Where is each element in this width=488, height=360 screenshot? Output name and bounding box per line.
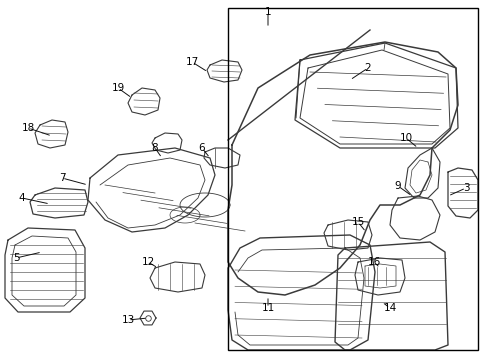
Text: 8: 8 bbox=[151, 143, 158, 153]
Text: 12: 12 bbox=[141, 257, 154, 267]
Text: 9: 9 bbox=[394, 181, 401, 191]
Text: 13: 13 bbox=[121, 315, 134, 325]
Bar bbox=[227, 8, 477, 350]
Text: 15: 15 bbox=[351, 217, 364, 227]
Text: 3: 3 bbox=[462, 183, 468, 193]
Text: 11: 11 bbox=[261, 303, 274, 313]
Text: 16: 16 bbox=[366, 257, 380, 267]
Text: 10: 10 bbox=[399, 133, 412, 143]
Text: 4: 4 bbox=[19, 193, 25, 203]
Text: 5: 5 bbox=[13, 253, 19, 263]
Text: 2: 2 bbox=[364, 63, 370, 73]
Text: 1: 1 bbox=[264, 7, 271, 17]
Text: 14: 14 bbox=[383, 303, 396, 313]
Text: 6: 6 bbox=[198, 143, 205, 153]
Text: 19: 19 bbox=[111, 83, 124, 93]
Text: 17: 17 bbox=[185, 57, 198, 67]
Text: 7: 7 bbox=[59, 173, 65, 183]
Text: 18: 18 bbox=[21, 123, 35, 133]
